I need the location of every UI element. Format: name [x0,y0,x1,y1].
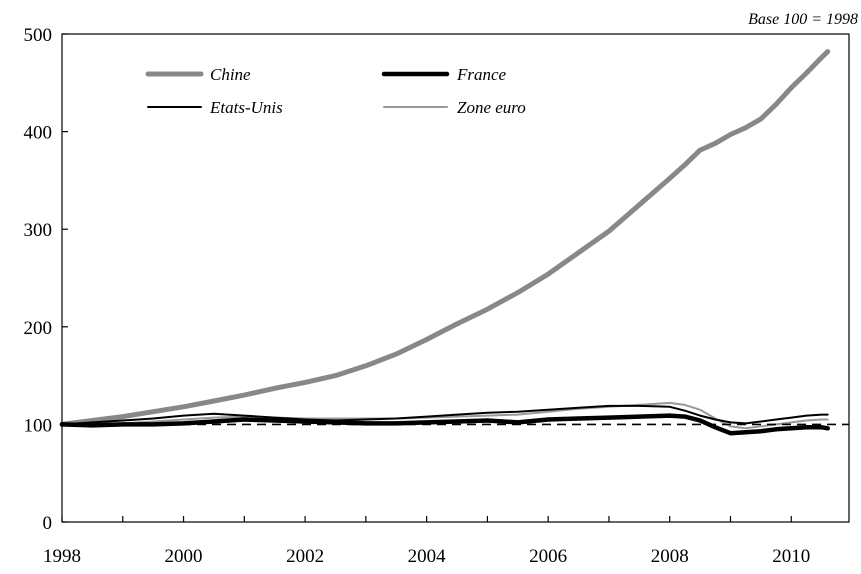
y-axis: 0 100 200 300 400 500 [24,25,68,534]
x-tick-label: 2006 [529,546,567,567]
series-line-zone-euro [61,401,829,430]
series-line-france [59,413,830,436]
y-tick-label: 500 [24,25,53,46]
y-tick-label: 400 [24,123,53,144]
y-tick-label: 200 [24,318,53,339]
base-annotation: Base 100 = 1998 [748,11,858,28]
x-tick-label: 2008 [651,546,689,567]
series-line-etats-unis [61,404,829,426]
series-line-chine [59,49,831,427]
legend-label-etats-unis: Etats-Unis [209,98,283,117]
x-axis: 1998 2000 2002 2004 2006 2008 2010 [43,516,810,567]
x-tick-label: 2002 [286,546,324,567]
legend-label-france: France [456,65,507,84]
legend: Chine France Etats-Unis Zone euro [145,65,526,117]
x-tick-label: 2000 [165,546,203,567]
series-lines [59,49,831,436]
y-tick-label: 0 [43,513,53,534]
legend-label-zone-euro: Zone euro [457,98,526,117]
y-tick-label: 100 [24,415,53,436]
x-tick-label: 2004 [408,546,447,567]
plot-area-frame [61,33,850,523]
x-tick-label: 1998 [43,546,81,567]
x-tick-label: 2010 [772,546,810,567]
legend-label-chine: Chine [210,65,251,84]
y-tick-label: 300 [24,220,53,241]
